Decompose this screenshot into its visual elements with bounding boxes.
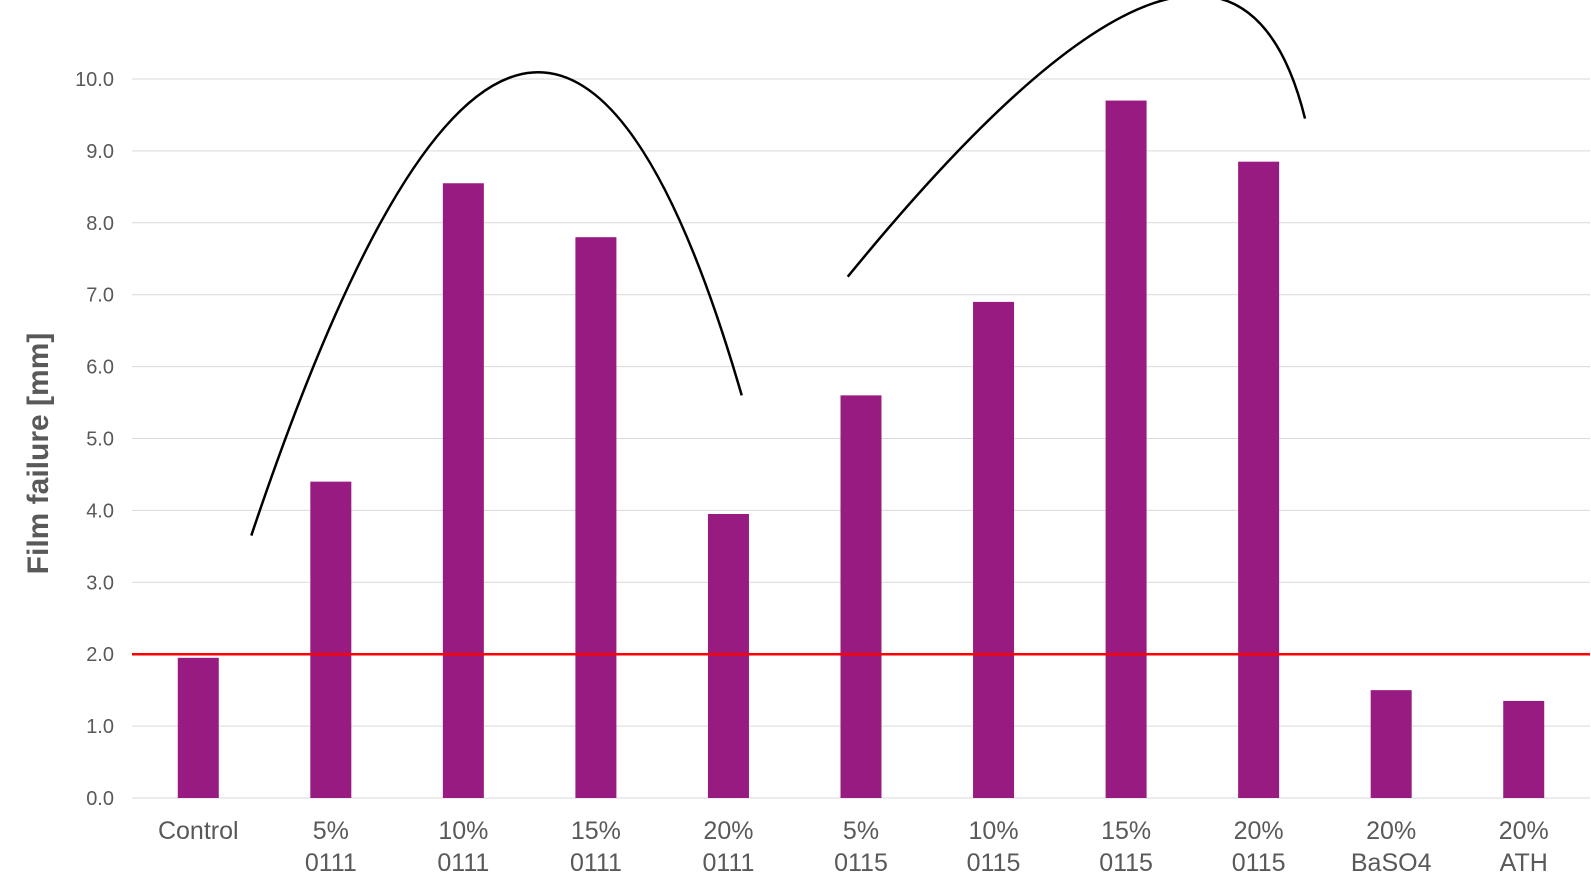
bar (1503, 700, 1545, 798)
y-tick-label: 9.0 (86, 141, 114, 163)
y-tick-label: 8.0 (86, 213, 114, 235)
x-axis-category-labels: Control 5% 0111 10% 0111 15% 0111 20% 0111 5% 0115… (158, 817, 1549, 876)
x-tick-label: 20% ATH (1499, 817, 1549, 876)
x-tick-label: 15% 0115 (1099, 817, 1153, 876)
bars (177, 100, 1545, 798)
x-tick-label: 5% 0111 (305, 817, 357, 876)
x-tick-label: 20% 0115 (1232, 817, 1286, 876)
y-axis-tick-labels: 0.0 1.0 2.0 3.0 4.0 5.0 6.0 7.0 8.0 9.0 10.0 (75, 69, 114, 810)
bar (177, 657, 219, 798)
bar (1105, 100, 1147, 798)
bar (973, 301, 1015, 798)
y-tick-label: 0.0 (86, 788, 114, 810)
y-tick-label: 10.0 (75, 69, 114, 91)
x-tick-label: 15% 0111 (570, 817, 622, 876)
bar (707, 513, 749, 798)
bar (575, 237, 617, 798)
y-tick-label: 5.0 (86, 429, 114, 451)
y-axis-title: Film failure [mm] (22, 333, 55, 575)
x-tick-label: 5% 0115 (834, 817, 888, 876)
y-tick-label: 2.0 (86, 644, 114, 666)
y-tick-label: 1.0 (86, 716, 114, 738)
y-tick-label: 3.0 (86, 572, 114, 594)
trend-curve (250, 71, 743, 536)
bar (840, 395, 882, 798)
bar (1370, 690, 1412, 798)
x-tick-label: 10% 0111 (437, 817, 489, 876)
y-tick-label: 6.0 (86, 357, 114, 379)
bar (442, 183, 484, 798)
trend-curves (250, 0, 1307, 536)
x-tick-label: 20% 0111 (703, 817, 755, 876)
x-tick-label: 20% BaSO4 (1351, 817, 1432, 876)
x-tick-label: 10% 0115 (967, 817, 1021, 876)
y-tick-label: 4.0 (86, 500, 114, 522)
bar (1238, 161, 1280, 798)
x-tick-label: Control (158, 817, 239, 845)
y-tick-label: 7.0 (86, 285, 114, 307)
trend-curve (846, 0, 1307, 278)
bar (310, 481, 352, 798)
